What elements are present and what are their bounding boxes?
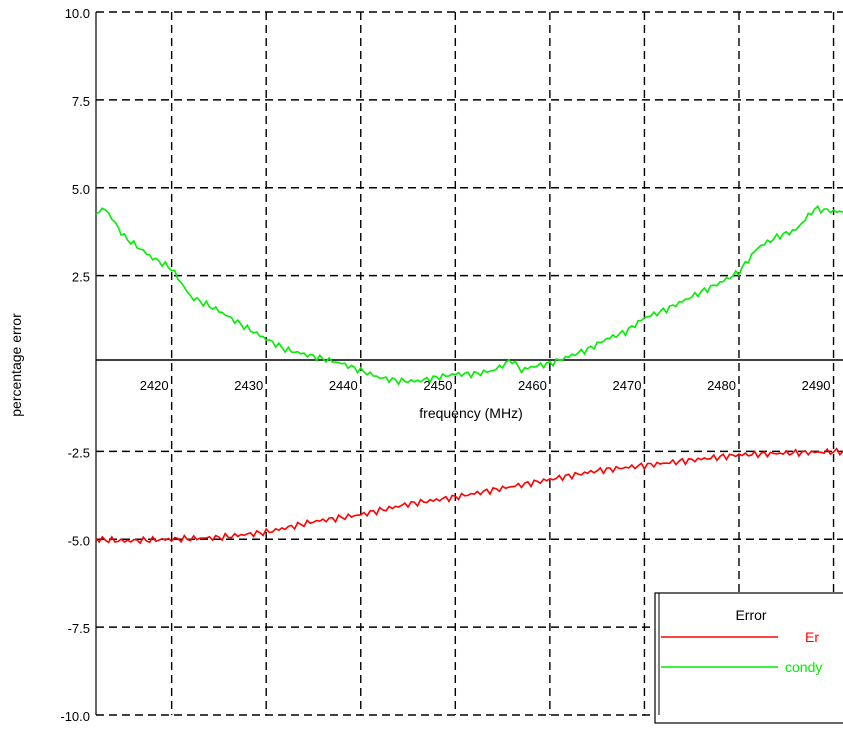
axes <box>95 12 843 715</box>
x-axis-title: frequency (MHz) <box>419 405 522 421</box>
y-tick-label: 10.0 <box>65 6 90 21</box>
x-tick-label: 2430 <box>234 378 263 393</box>
series-line-condy <box>95 205 843 386</box>
y-tick-label: -10.0 <box>60 709 90 724</box>
series-line-er <box>95 447 843 545</box>
legend: Error Er condy <box>654 592 843 724</box>
grid <box>96 11 843 716</box>
y-tick-label: -5.0 <box>68 533 90 548</box>
legend-label-condy: condy <box>785 659 822 675</box>
x-tick-label: 2440 <box>329 378 358 393</box>
x-tick-label: 2490 <box>802 378 831 393</box>
legend-items: Er condy <box>661 629 822 675</box>
y-tick-label: 2.5 <box>72 270 90 285</box>
y-tick-label: 5.0 <box>72 182 90 197</box>
y-tick-label: -7.5 <box>68 621 90 636</box>
legend-box <box>654 592 843 724</box>
x-tick-label: 2470 <box>613 378 642 393</box>
x-tick-label: 2450 <box>423 378 452 393</box>
tick-labels: 10.0 7.5 5.0 2.5 -2.5 -5.0 -7.5 -10.0 2420 2430 24… <box>60 6 830 724</box>
x-tick-label: 2420 <box>140 378 169 393</box>
y-tick-label: -2.5 <box>68 445 90 460</box>
x-tick-label: 2480 <box>707 378 736 393</box>
y-tick-label: 7.5 <box>72 94 90 109</box>
legend-title: Error <box>735 607 766 623</box>
x-tick-label: 2460 <box>518 378 547 393</box>
legend-label-er: Er <box>805 629 819 645</box>
series <box>95 205 843 545</box>
y-axis-title: percentage error <box>8 313 24 417</box>
